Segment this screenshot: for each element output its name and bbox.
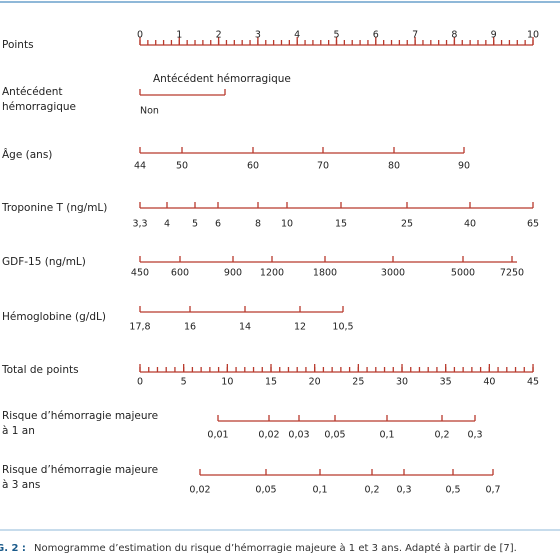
tick-label: 8 — [451, 30, 457, 41]
tick-label: 15 — [265, 377, 277, 388]
tick-label: 10 — [527, 30, 539, 41]
row-label: Hémoglobine (g/dL) — [2, 311, 106, 323]
tick-label: 1800 — [313, 268, 337, 279]
tick-label: 7250 — [500, 268, 524, 279]
tick-label: 1 — [176, 30, 182, 41]
tick-label: 14 — [239, 322, 251, 333]
tick-label: 0,03 — [288, 430, 309, 441]
tick-label: 45 — [527, 377, 539, 388]
tick-label: 50 — [176, 161, 188, 172]
tick-label: 5000 — [451, 268, 475, 279]
tick-label: 0,2 — [364, 485, 379, 496]
tick-label: 0,01 — [207, 430, 228, 441]
tick-label: 10 — [281, 219, 293, 230]
tick-label: 3000 — [381, 268, 405, 279]
tick-label: 5 — [192, 219, 198, 230]
tick-label: 6 — [215, 219, 221, 230]
row-label: GDF-15 (ng/mL) — [2, 256, 86, 268]
tick-label: 0,2 — [434, 430, 449, 441]
tick-label: 35 — [440, 377, 452, 388]
tick-label: 0,02 — [189, 485, 210, 496]
tick-label: 4 — [164, 219, 170, 230]
tick-label: 0,05 — [324, 430, 345, 441]
tick-label: 0,02 — [258, 430, 279, 441]
tick-label: 25 — [401, 219, 413, 230]
row-label: Total de points — [1, 364, 79, 376]
category-label: Antécédent hémorragique — [153, 73, 291, 85]
tick-label: 80 — [388, 161, 400, 172]
tick-label: 3,3 — [132, 219, 147, 230]
row-label: à 3 ans — [2, 479, 40, 491]
tick-label: 450 — [131, 268, 149, 279]
tick-label: 20 — [309, 377, 321, 388]
row-label: Risque d’hémorragie majeure — [2, 464, 158, 476]
tick-label: 65 — [527, 219, 539, 230]
tick-label: 44 — [134, 161, 146, 172]
tick-label: 0 — [137, 377, 143, 388]
tick-label: 0,3 — [467, 430, 482, 441]
tick-label: 2 — [216, 30, 222, 41]
tick-label: 0,05 — [255, 485, 276, 496]
row-label: à 1 an — [2, 425, 35, 437]
tick-label: 7 — [412, 30, 418, 41]
tick-label: 40 — [464, 219, 476, 230]
tick-label: 0,7 — [485, 485, 500, 496]
row-label: Troponine T (ng/mL) — [1, 202, 107, 214]
tick-label: 16 — [184, 322, 196, 333]
tick-label: 1200 — [260, 268, 284, 279]
tick-label: 12 — [294, 322, 306, 333]
row-label: Points — [2, 39, 34, 51]
tick-label: 0,1 — [312, 485, 327, 496]
tick-label: 900 — [224, 268, 242, 279]
tick-label: Non — [140, 106, 159, 117]
tick-label: 15 — [335, 219, 347, 230]
tick-label: 25 — [352, 377, 364, 388]
tick-label: 70 — [317, 161, 329, 172]
row-label: Âge (ans) — [2, 148, 52, 161]
row-label: hémorragique — [2, 101, 76, 113]
tick-label: 0,5 — [445, 485, 460, 496]
caption-label: G. 2 : — [0, 543, 26, 554]
tick-label: 90 — [458, 161, 470, 172]
tick-label: 10,5 — [332, 322, 353, 333]
tick-label: 4 — [294, 30, 300, 41]
tick-label: 10 — [221, 377, 233, 388]
tick-label: 60 — [247, 161, 259, 172]
tick-label: 600 — [171, 268, 189, 279]
tick-label: 17,8 — [129, 322, 150, 333]
caption-text: Nomogramme d’estimation du risque d’hémo… — [34, 542, 517, 554]
tick-label: 6 — [373, 30, 379, 41]
tick-label: 30 — [396, 377, 408, 388]
tick-label: 5 — [333, 30, 339, 41]
tick-label: 0,1 — [379, 430, 394, 441]
tick-label: 8 — [255, 219, 261, 230]
tick-label: 3 — [255, 30, 261, 41]
tick-label: 40 — [483, 377, 495, 388]
tick-label: 5 — [181, 377, 187, 388]
row-label: Risque d’hémorragie majeure — [2, 410, 158, 422]
tick-label: 0,3 — [396, 485, 411, 496]
row-label: Antécédent — [2, 86, 63, 98]
tick-label: 0 — [137, 30, 143, 41]
tick-label: 9 — [491, 30, 497, 41]
